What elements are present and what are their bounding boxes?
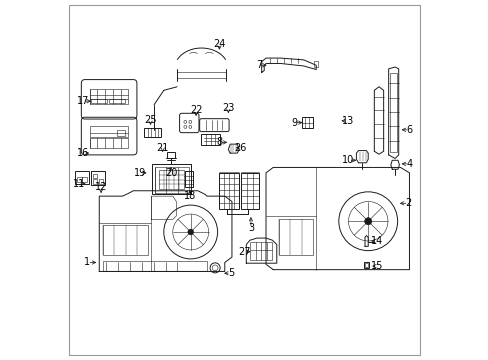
Text: 8: 8 bbox=[216, 138, 222, 147]
Circle shape bbox=[187, 229, 193, 235]
Text: 14: 14 bbox=[370, 236, 383, 246]
Text: 10: 10 bbox=[342, 155, 354, 165]
Text: 16: 16 bbox=[77, 148, 89, 158]
Bar bbox=[201, 134, 220, 145]
Bar bbox=[152, 164, 191, 194]
Text: 5: 5 bbox=[227, 268, 234, 278]
Text: 13: 13 bbox=[341, 116, 353, 126]
Text: 18: 18 bbox=[183, 191, 196, 201]
Text: 27: 27 bbox=[238, 247, 250, 257]
Text: 12: 12 bbox=[95, 182, 107, 192]
Bar bbox=[93, 179, 97, 184]
Bar bbox=[155, 167, 188, 193]
Bar bbox=[144, 128, 161, 137]
Bar bbox=[89, 89, 128, 104]
Text: 1: 1 bbox=[84, 257, 90, 267]
Text: 19: 19 bbox=[133, 168, 145, 178]
Bar bbox=[91, 171, 104, 185]
Text: 23: 23 bbox=[222, 103, 234, 113]
Text: 15: 15 bbox=[370, 261, 383, 271]
Text: 4: 4 bbox=[406, 159, 412, 169]
Bar bbox=[219, 173, 239, 209]
Text: 25: 25 bbox=[144, 115, 157, 125]
Bar bbox=[185, 171, 193, 187]
Text: 3: 3 bbox=[247, 224, 253, 233]
Bar bbox=[117, 130, 125, 136]
Bar bbox=[314, 60, 317, 67]
Bar bbox=[102, 261, 206, 271]
Text: 22: 22 bbox=[189, 105, 202, 115]
Text: 7: 7 bbox=[255, 60, 262, 70]
Text: 2: 2 bbox=[405, 198, 411, 208]
Text: 21: 21 bbox=[156, 143, 168, 153]
Text: 26: 26 bbox=[234, 143, 246, 153]
Bar bbox=[99, 179, 103, 184]
Text: 20: 20 bbox=[164, 168, 177, 178]
Bar bbox=[77, 177, 81, 182]
Bar bbox=[102, 225, 147, 255]
Bar bbox=[301, 117, 312, 128]
Text: 24: 24 bbox=[213, 39, 225, 49]
Bar bbox=[89, 126, 128, 137]
Text: 9: 9 bbox=[291, 118, 297, 128]
Bar bbox=[75, 171, 89, 184]
Text: 11: 11 bbox=[73, 179, 85, 189]
Text: 6: 6 bbox=[406, 125, 412, 135]
Bar bbox=[109, 99, 125, 103]
Bar bbox=[363, 262, 368, 268]
Bar bbox=[364, 263, 367, 267]
Bar bbox=[278, 220, 312, 255]
Bar bbox=[241, 173, 258, 209]
Circle shape bbox=[364, 218, 371, 225]
Bar bbox=[166, 152, 175, 158]
Bar bbox=[91, 99, 107, 103]
Bar bbox=[389, 73, 396, 152]
Text: 17: 17 bbox=[77, 96, 89, 106]
Bar bbox=[249, 242, 271, 260]
Bar bbox=[159, 170, 184, 189]
Bar bbox=[93, 174, 97, 178]
Bar bbox=[89, 138, 128, 148]
Bar bbox=[82, 177, 87, 182]
